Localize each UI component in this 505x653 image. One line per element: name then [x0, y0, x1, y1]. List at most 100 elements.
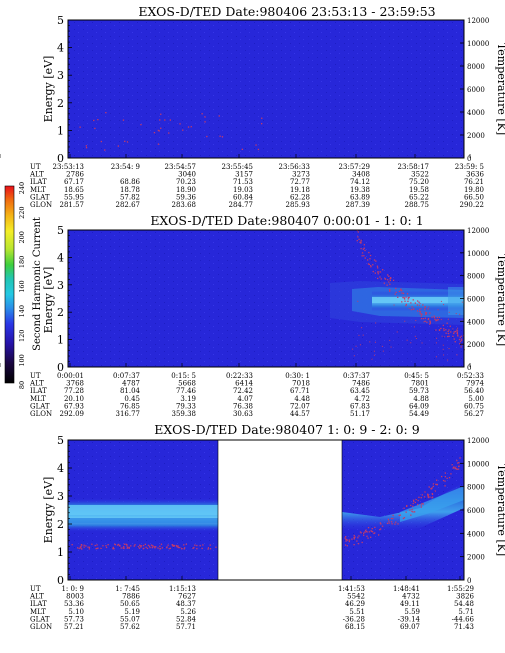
temperature-point: [241, 148, 243, 150]
temperature-point: [159, 119, 161, 121]
temperature-point: [114, 544, 117, 546]
temperature-point: [126, 547, 128, 549]
temperature-point: [146, 547, 149, 550]
temperature-point: [460, 335, 463, 337]
temperature-point: [419, 302, 421, 304]
temperature-point: [114, 543, 116, 545]
table-cell: 55.95: [64, 193, 84, 201]
temperature-point: [344, 544, 347, 546]
temperature-point: [415, 320, 417, 322]
table-cell: 19.18: [290, 186, 310, 194]
colorbar: 240 220 200 180 160 140 120 100 80 Second Harmon…: [4, 182, 43, 389]
temperature-point: [410, 342, 412, 344]
temperature-point: [151, 545, 154, 547]
y2-tick-label: 10000: [467, 460, 489, 468]
temperature-point: [443, 328, 445, 330]
y2-tick-label: 12000: [467, 227, 489, 235]
temperature-point: [112, 546, 114, 549]
temperature-point: [384, 277, 386, 280]
temperature-point: [96, 544, 98, 546]
temperature-point: [359, 344, 361, 346]
temperature-point: [175, 544, 177, 547]
temperature-point: [427, 496, 430, 499]
table-cell: 3636: [466, 171, 484, 179]
temperature-point: [395, 521, 397, 523]
temperature-point: [138, 547, 141, 549]
temperature-point: [371, 528, 373, 530]
temperature-point: [459, 336, 461, 338]
y-ticks: 0 1 2 3 4 5: [57, 224, 72, 374]
table-cell: 57.82: [120, 193, 140, 201]
temperature-point: [345, 538, 347, 540]
temperature-point: [419, 310, 421, 313]
table-cell: 1: 0: 9: [61, 585, 84, 593]
y-tick-label: 0: [57, 152, 64, 165]
temperature-point: [453, 338, 455, 340]
temperature-point: [128, 547, 130, 549]
temperature-point: [166, 546, 168, 548]
temperature-point: [447, 359, 449, 361]
temperature-point: [190, 126, 192, 128]
temperature-point: [398, 290, 401, 292]
temperature-point: [374, 532, 376, 534]
temperature-point: [374, 341, 376, 343]
table-row-label: UT: [30, 585, 41, 593]
temperature-point: [410, 302, 412, 304]
temperature-point: [427, 495, 429, 497]
temperature-point: [352, 348, 354, 350]
temperature-point: [435, 356, 437, 358]
temperature-point: [358, 535, 360, 537]
table-cell: 7974: [466, 380, 484, 388]
temperature-point: [371, 358, 373, 360]
table-cell: -39.14: [398, 615, 421, 623]
temperature-point: [356, 240, 358, 242]
temperature-point: [122, 119, 125, 121]
temperature-point: [436, 337, 438, 339]
table-cell: 3.19: [180, 395, 196, 403]
temperature-point: [176, 545, 178, 548]
y2-tick-label: 4000: [467, 109, 485, 117]
temperature-point: [124, 140, 126, 142]
y2-tick-label: 8000: [467, 484, 485, 492]
ephemeris-table: UT 23:53:13 23:54: 9 23:54:57 23:55:45 23:56:…: [29, 163, 485, 209]
temperature-point: [369, 258, 371, 260]
table-cell: 8004: [0, 380, 1, 388]
temperature-point: [201, 113, 203, 115]
y2-tick-label: 6000: [467, 86, 485, 94]
temperature-point: [346, 539, 349, 541]
table-cell: 3522: [411, 171, 429, 179]
temperature-point: [446, 322, 448, 324]
temperature-point: [404, 298, 406, 300]
temperature-point: [414, 335, 416, 337]
temperature-point: [133, 545, 135, 547]
colorbar-tick-label: 220: [18, 206, 26, 218]
temperature-point: [128, 546, 130, 549]
temperature-point: [356, 540, 358, 542]
temperature-point: [390, 517, 393, 520]
table-cell: 0:00:01: [57, 372, 84, 380]
temperature-point: [457, 334, 459, 336]
table-cell: 71.53: [233, 178, 253, 186]
temperature-point: [91, 543, 93, 545]
table-cell: 18.90: [176, 186, 196, 194]
temperature-point: [158, 130, 160, 132]
temperature-point: [405, 296, 407, 298]
temperature-point: [424, 306, 426, 308]
temperature-point: [404, 300, 406, 302]
temperature-point: [126, 141, 129, 143]
temperature-point: [389, 278, 391, 280]
temperature-point: [386, 284, 388, 286]
temperature-point: [435, 483, 437, 485]
temperature-point: [377, 267, 379, 269]
ephemeris-table: UT 0:00:01 0:07:37 0:15: 5 0:22:33 0:30: 1 0:3…: [0, 372, 485, 418]
temperature-point: [373, 259, 376, 261]
temperature-point: [388, 275, 390, 277]
table-row-label: ILAT: [30, 178, 47, 186]
temperature-point: [427, 494, 429, 496]
temperature-point: [363, 247, 365, 249]
temperature-point: [431, 493, 434, 495]
temperature-point: [206, 135, 208, 138]
temperature-point: [383, 282, 385, 284]
temperature-point: [457, 335, 459, 337]
table-cell: 68.15: [345, 623, 365, 631]
